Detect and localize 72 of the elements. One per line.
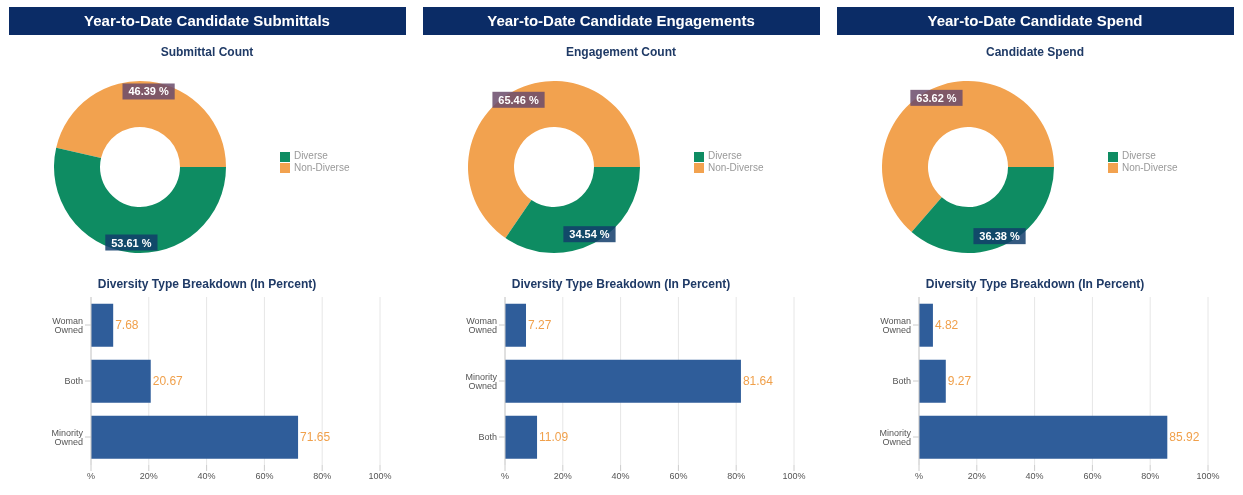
- data-label: 34.54 %: [568, 228, 610, 241]
- legend-label: Diverse: [293, 150, 328, 162]
- x-tick-label: 100%: [1195, 470, 1220, 481]
- chart-title: Year-to-Date Candidate Submittals: [8, 7, 406, 35]
- x-tick-label: 20%: [967, 470, 986, 481]
- x-tick-label: 100%: [367, 470, 392, 481]
- data-label: 71.65: [299, 429, 330, 444]
- y-tick-label: Minority Owned: [878, 427, 911, 447]
- bar: [504, 303, 526, 347]
- legend-label: Non-Diverse: [707, 161, 764, 173]
- data-label: 36.38 %: [978, 230, 1020, 243]
- data-label: 85.92: [1168, 429, 1200, 444]
- bar: [918, 359, 946, 403]
- y-tick-label: Minority Owned: [464, 371, 497, 391]
- donut-slice: [911, 167, 1054, 253]
- bar: [504, 415, 537, 459]
- chart-title: Year-to-Date Candidate Spend: [836, 7, 1234, 35]
- legend-label: Diverse: [1121, 150, 1156, 162]
- bar: [918, 303, 933, 347]
- x-tick-label: %: [914, 470, 923, 481]
- x-tick-label: 40%: [611, 470, 630, 481]
- x-tick-label: 100%: [781, 470, 806, 481]
- bar: [918, 415, 1167, 459]
- donut-slice: [55, 81, 226, 167]
- data-label: 81.64: [742, 373, 773, 388]
- chart-title: Diversity Type Breakdown (In Percent): [510, 276, 732, 291]
- donut-slice: [53, 147, 226, 253]
- x-tick-label: 60%: [1082, 470, 1101, 481]
- legend-label: Non-Diverse: [1121, 161, 1178, 173]
- x-tick-label: 60%: [254, 470, 273, 481]
- data-label: 7.68: [114, 317, 139, 332]
- x-tick-label: 40%: [1025, 470, 1044, 481]
- data-label: 46.39 %: [127, 85, 169, 98]
- data-label: 63.62 %: [915, 91, 957, 104]
- chart-subtitle: Engagement Count: [565, 45, 677, 59]
- data-label: 9.27: [947, 373, 971, 388]
- chart-title: Diversity Type Breakdown (In Percent): [924, 276, 1146, 291]
- y-tick-label: Woman Owned: [465, 315, 497, 335]
- bar: [90, 359, 151, 403]
- data-label: 65.46 %: [497, 93, 539, 106]
- x-tick-label: 20%: [139, 470, 158, 481]
- x-tick-label: %: [86, 470, 95, 481]
- x-tick-label: 60%: [668, 470, 687, 481]
- y-tick-label: Minority Owned: [50, 427, 83, 447]
- donut-slice: [504, 167, 640, 253]
- y-tick-label: Woman Owned: [51, 315, 83, 335]
- x-tick-label: 40%: [197, 470, 216, 481]
- chart-title: Year-to-Date Candidate Engagements: [422, 7, 820, 35]
- x-tick-label: %: [500, 470, 509, 481]
- donut-slice: [467, 81, 640, 239]
- bar: [504, 359, 741, 403]
- data-label: 4.82: [934, 317, 959, 332]
- chart-subtitle: Candidate Spend: [985, 45, 1085, 59]
- y-tick-label: Both: [63, 375, 83, 386]
- chart-title: Diversity Type Breakdown (In Percent): [96, 276, 318, 291]
- data-label: 53.61 %: [110, 236, 152, 249]
- y-tick-label: Both: [477, 431, 497, 442]
- bar: [90, 303, 113, 347]
- legend-label: Diverse: [707, 150, 742, 162]
- x-tick-label: 80%: [1140, 470, 1159, 481]
- data-label: 11.09: [538, 429, 569, 444]
- donut-slice: [881, 81, 1054, 232]
- x-tick-label: 20%: [553, 470, 572, 481]
- data-label: 7.27: [527, 317, 552, 332]
- y-tick-label: Woman Owned: [879, 315, 911, 335]
- bar: [90, 415, 298, 459]
- x-tick-label: 80%: [312, 470, 331, 481]
- y-tick-label: Both: [891, 375, 911, 386]
- x-tick-label: 80%: [726, 470, 745, 481]
- data-label: 20.67: [152, 373, 183, 388]
- chart-subtitle: Submittal Count: [159, 45, 255, 59]
- legend-label: Non-Diverse: [293, 161, 350, 173]
